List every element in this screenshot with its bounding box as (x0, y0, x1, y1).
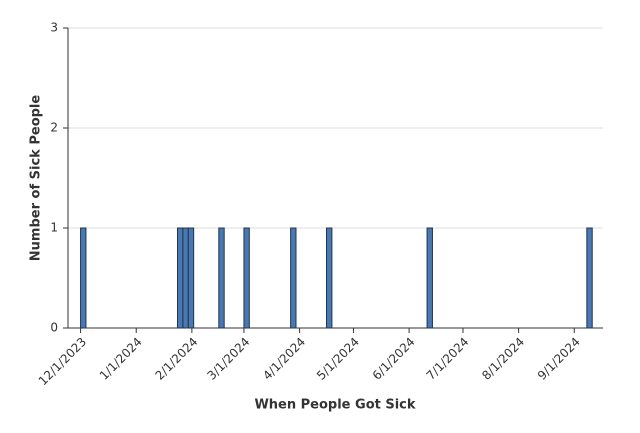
x-tick-label: 9/1/2024 (535, 335, 583, 383)
y-tick-label: 2 (50, 121, 58, 135)
bar (326, 227, 333, 329)
y-tick-label: 1 (50, 221, 58, 235)
x-tick-label: 5/1/2024 (314, 335, 362, 383)
x-tick-label: 8/1/2024 (479, 335, 527, 383)
x-tick-label: 7/1/2024 (424, 335, 472, 383)
bar (426, 227, 433, 329)
y-tick-label: 3 (50, 21, 58, 35)
y-axis-title: Number of Sick People (29, 95, 44, 262)
bar (182, 227, 189, 329)
x-tick-label: 6/1/2024 (370, 335, 418, 383)
bar (218, 227, 225, 329)
x-tick-label: 2/1/2024 (152, 335, 200, 383)
x-tick-label: 1/1/2024 (97, 335, 145, 383)
bar (243, 227, 250, 329)
x-tick-label: 3/1/2024 (205, 335, 253, 383)
bar (177, 227, 184, 329)
x-axis-title: When People Got Sick (254, 398, 415, 413)
x-tick-label: 12/1/2023 (36, 335, 89, 388)
bar (290, 227, 297, 329)
bar (586, 227, 593, 329)
x-tick-label: 4/1/2024 (260, 335, 308, 383)
y-tick-label: 0 (50, 321, 58, 335)
bar (187, 227, 195, 329)
bar (80, 227, 87, 329)
